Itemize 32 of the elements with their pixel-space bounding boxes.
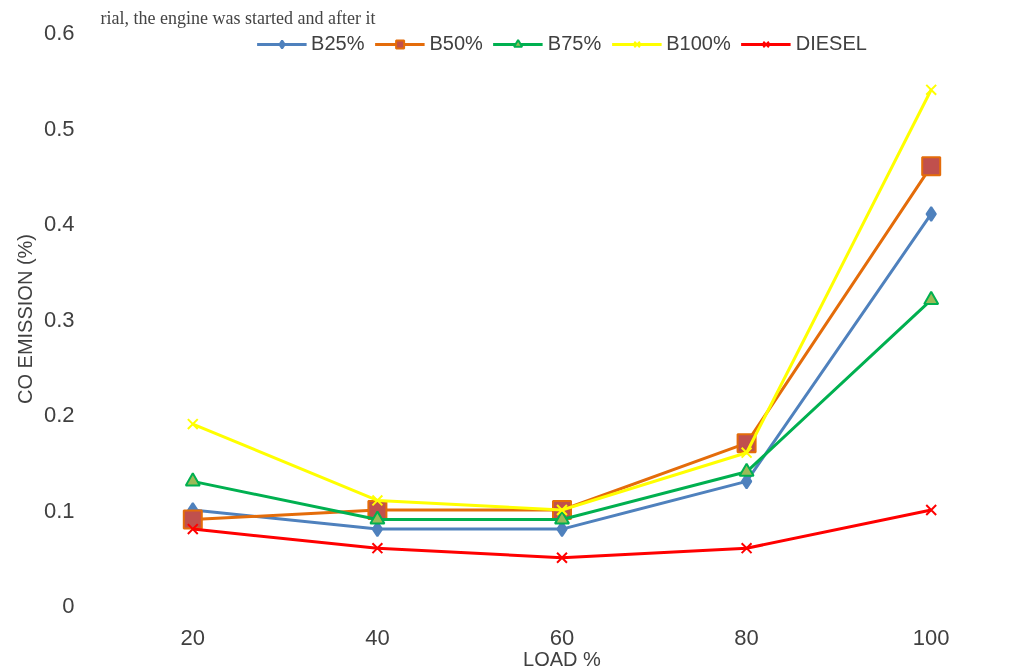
y-tick-label: 0.5 [43, 115, 75, 141]
point [371, 542, 384, 555]
point [184, 472, 201, 487]
text: rial, the engine was started and after it [100, 7, 376, 28]
y-tick-label: 0.4 [43, 211, 75, 236]
x-tick-label: 40 [365, 624, 390, 650]
x-tick-label: 80 [734, 624, 759, 650]
point [740, 446, 753, 459]
y-tick-label: 0 [62, 593, 75, 618]
legend-label: B50% [429, 32, 483, 55]
x-tick-label: 100 [912, 624, 950, 650]
y-tick-label: 0.6 [43, 20, 75, 45]
point [556, 551, 568, 564]
y-tick-label: 0.1 [43, 497, 75, 523]
legend-label: B100% [666, 32, 731, 55]
point [925, 504, 938, 516]
point [740, 542, 753, 555]
point [921, 156, 942, 177]
legend-label: B75% [547, 32, 602, 55]
x-axis-title: LOAD % [523, 647, 602, 670]
x-tick-label: 20 [180, 624, 206, 650]
point [925, 83, 938, 96]
y-axis-title: CO EMISSION (%) [13, 233, 36, 404]
point [925, 205, 937, 222]
y-tick-label: 0.3 [43, 306, 75, 332]
point [371, 494, 384, 507]
point [186, 418, 199, 430]
legend-label: DIESEL [795, 32, 867, 55]
y-tick-label: 0.2 [43, 402, 75, 427]
x-tick-label: 60 [549, 624, 575, 650]
point [186, 523, 199, 536]
legend-label: B25% [311, 32, 365, 55]
